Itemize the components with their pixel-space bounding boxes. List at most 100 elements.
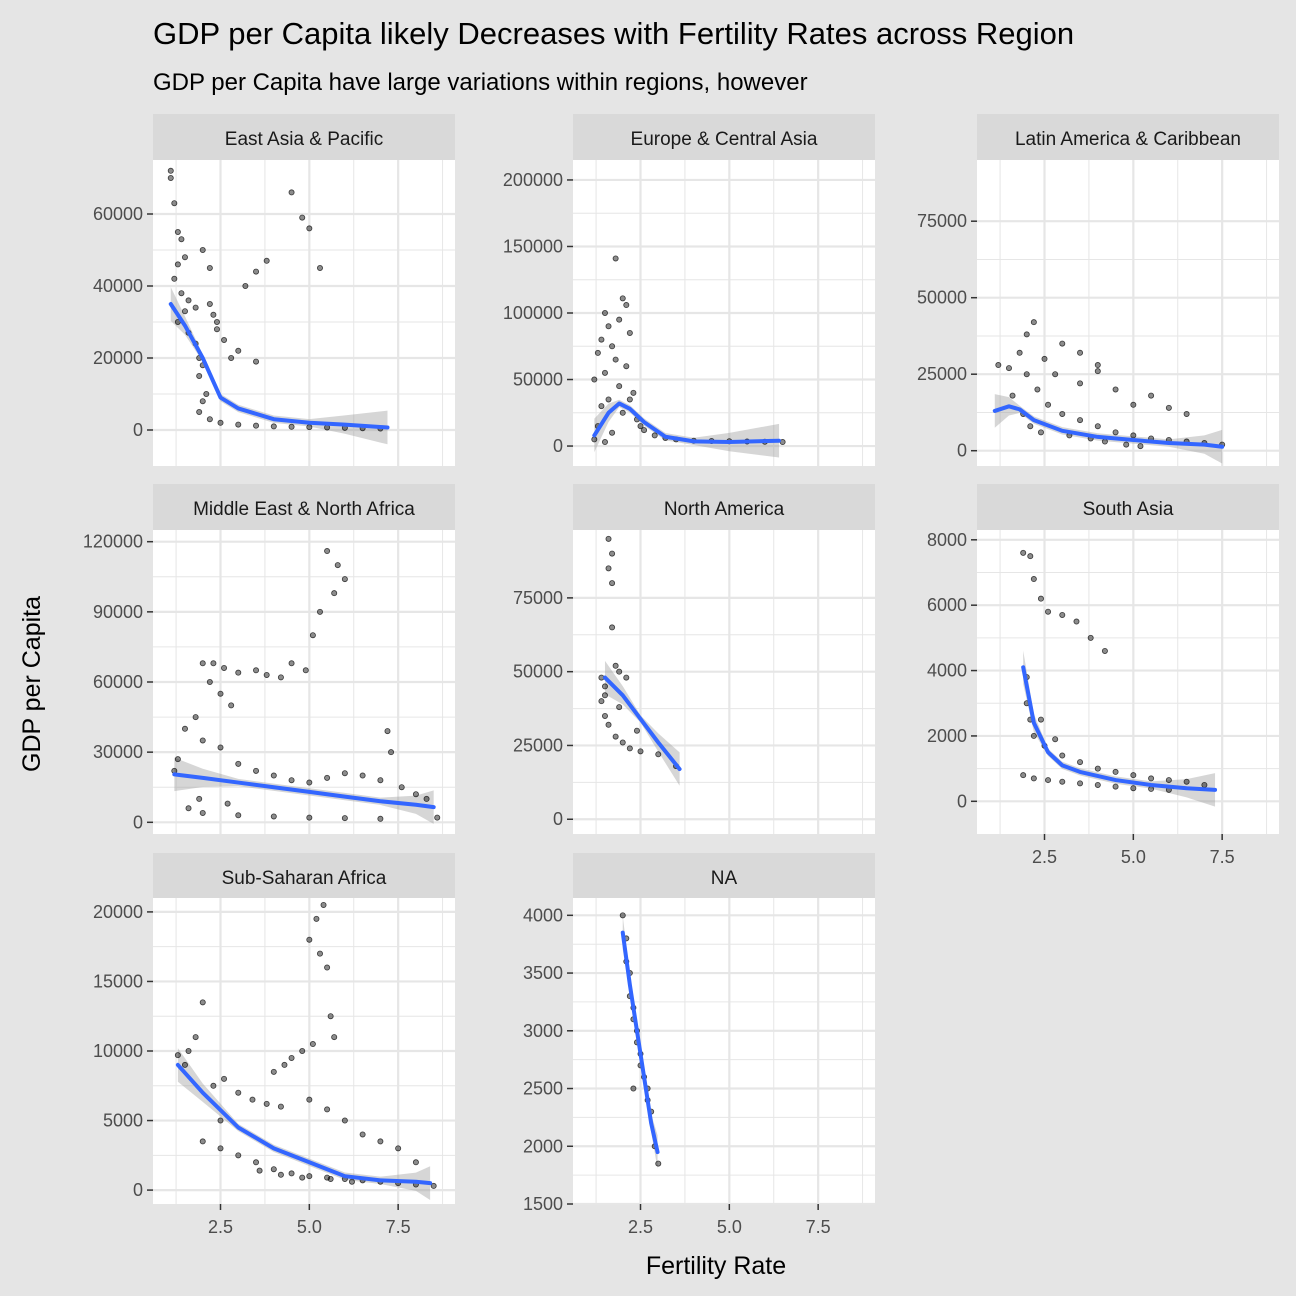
y-tick-label: 15000 — [93, 971, 143, 991]
y-tick-label: 50000 — [513, 370, 563, 390]
strip-label-na: NA — [711, 868, 738, 889]
data-point — [213, 326, 220, 333]
confidence-band-east-asia-and-pacific — [170, 287, 388, 445]
data-point — [1027, 423, 1034, 430]
panel-na: NA 1500 2000 2500 3000 3500 4000 2.5 5.0 7.5 — [523, 853, 875, 1237]
data-point — [412, 1159, 419, 1166]
data-point — [398, 784, 405, 791]
y-tick-label: 30000 — [93, 742, 143, 762]
data-point — [288, 660, 295, 667]
strip-latin-america-and-caribbean — [977, 114, 1279, 160]
data-point — [253, 358, 260, 365]
data-point — [221, 664, 228, 671]
data-point — [619, 409, 626, 416]
x-tick-label: 5.0 — [297, 1217, 322, 1237]
data-point — [192, 1034, 199, 1041]
y-tick-label: 0 — [133, 420, 143, 440]
x-tick-label: 5.0 — [1121, 847, 1146, 867]
panel-bg-north-america — [573, 530, 875, 834]
data-point — [1101, 647, 1108, 654]
data-point — [1112, 783, 1119, 790]
data-point — [1077, 380, 1084, 387]
data-point — [302, 667, 309, 674]
data-point — [263, 257, 270, 264]
data-point — [309, 632, 316, 639]
data-point — [1030, 319, 1037, 326]
data-point — [609, 550, 616, 557]
y-tick-label: 75000 — [513, 588, 563, 608]
data-point — [1037, 595, 1044, 602]
data-point — [196, 372, 203, 379]
y-tick-label: 6000 — [927, 595, 967, 615]
y-tick-label: 60000 — [93, 204, 143, 224]
data-point — [270, 772, 277, 779]
data-point — [327, 1175, 334, 1182]
facet-panels: East Asia & Pacific0200004000060000Europ… — [83, 114, 1279, 1237]
y-axis-title: GDP per Capita — [18, 596, 46, 772]
data-point — [1087, 634, 1094, 641]
data-point — [1094, 781, 1101, 788]
panel-latin-america-and-caribbean: Latin America & Caribbean 0 25000 50000 7500… — [917, 114, 1279, 466]
data-point — [619, 295, 626, 302]
data-point — [178, 236, 185, 243]
data-point — [605, 535, 612, 542]
data-point — [388, 749, 395, 756]
data-point — [619, 739, 626, 746]
data-point — [324, 774, 331, 781]
strip-east-asia-and-pacific — [153, 114, 455, 160]
data-point — [1059, 340, 1066, 347]
data-point — [228, 354, 235, 361]
data-point — [174, 756, 181, 763]
data-point — [288, 423, 295, 430]
x-axis-title: Fertility Rate — [646, 1252, 786, 1280]
data-point — [1045, 777, 1052, 784]
data-point — [605, 396, 612, 403]
smooth-line-latin-america-and-caribbean — [992, 404, 1225, 449]
data-point — [1037, 716, 1044, 723]
x-tick-label: 2.5 — [628, 1217, 653, 1237]
data-point — [235, 421, 242, 428]
data-point — [377, 815, 384, 822]
data-point — [598, 698, 605, 705]
data-point — [641, 427, 648, 434]
data-point — [316, 608, 323, 615]
panel-middle-east-and-north-africa: Middle East & North Africa 0 30000 60000 900… — [83, 484, 455, 834]
confidence-band-latin-america-and-caribbean — [994, 394, 1223, 464]
data-point — [1005, 365, 1012, 372]
data-point — [1094, 423, 1101, 430]
data-point — [253, 767, 260, 774]
data-point — [605, 323, 612, 330]
data-point — [601, 369, 608, 376]
data-point — [601, 683, 608, 690]
data-point — [309, 1041, 316, 1048]
data-point — [306, 814, 313, 821]
data-point — [377, 1138, 384, 1145]
y-tick-label: 40000 — [93, 276, 143, 296]
data-point — [281, 1061, 288, 1068]
data-point — [217, 690, 224, 697]
data-point — [221, 336, 228, 343]
data-point — [1059, 752, 1066, 759]
data-point — [619, 912, 626, 919]
y-tick-label: 1500 — [523, 1194, 563, 1214]
chart-title: GDP per Capita likely Decreases with Fer… — [153, 16, 1074, 51]
data-point — [181, 725, 188, 732]
data-point — [217, 1117, 224, 1124]
confidence-band-sub-saharan-africa — [177, 1048, 431, 1200]
y-tick-label: 8000 — [927, 530, 967, 550]
data-point — [199, 1138, 206, 1145]
data-point — [316, 950, 323, 957]
data-point — [626, 329, 633, 336]
data-point — [348, 1178, 355, 1185]
data-point — [263, 671, 270, 678]
data-point — [1023, 371, 1030, 378]
data-point — [1183, 410, 1190, 417]
data-point — [359, 772, 366, 779]
y-tick-label: 75000 — [917, 211, 967, 231]
data-point — [181, 1061, 188, 1068]
data-point — [1094, 368, 1101, 375]
y-tick-label: 2500 — [523, 1079, 563, 1099]
data-point — [253, 667, 260, 674]
data-point — [270, 423, 277, 430]
